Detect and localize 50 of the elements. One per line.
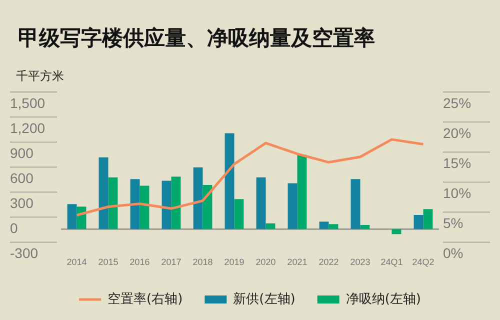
legend-label: 空置率(右轴) <box>108 290 183 307</box>
y-axis-title: 千平方米 <box>16 68 64 85</box>
x-tick-label: 2017 <box>161 257 182 268</box>
x-tick-label: 24Q2 <box>412 257 434 268</box>
bar <box>224 133 234 230</box>
y-tick-label: 300 <box>10 194 34 211</box>
x-tick-label: 2021 <box>287 257 308 268</box>
y-tick-label: 0 <box>10 220 18 236</box>
bar <box>319 222 329 230</box>
x-tick-label: 2023 <box>350 257 370 268</box>
x-tick-label: 2016 <box>130 257 150 268</box>
y2-tick-label: 25% <box>443 94 472 111</box>
x-tick-label: 2018 <box>192 257 213 268</box>
bar <box>392 229 402 234</box>
x-tick-label: 2015 <box>98 257 118 268</box>
y2-tick-label: 5% <box>443 215 464 232</box>
bar <box>256 177 266 230</box>
legend-label: 净吸纳(左轴) <box>346 292 421 307</box>
y2-tick-label: 0% <box>443 245 464 262</box>
y2-tick-label: 20% <box>443 124 472 141</box>
y-tick-label: -300 <box>10 245 38 262</box>
legend-label: 新供(左轴) <box>233 292 296 307</box>
x-tick-label: 2014 <box>66 257 87 268</box>
bar <box>350 179 360 230</box>
bar <box>297 154 307 230</box>
bar <box>193 167 203 230</box>
x-tick-label: 2019 <box>224 257 244 268</box>
bar <box>266 223 276 230</box>
y2-tick-label: 10% <box>443 184 472 201</box>
bar <box>234 199 244 230</box>
y-tick-label: 1,200 <box>10 120 46 136</box>
y-tick-label: 600 <box>10 170 34 186</box>
bar <box>171 176 181 230</box>
bar <box>328 224 338 230</box>
bar <box>360 224 370 230</box>
y-tick-label: 900 <box>10 144 34 161</box>
x-tick-label: 2020 <box>256 257 276 268</box>
bar <box>98 157 108 230</box>
bar <box>288 183 298 230</box>
chart-title: 甲级写字楼供应量、净吸纳量及空置率 <box>18 25 375 52</box>
bar <box>108 177 118 230</box>
x-tick-label: 2022 <box>318 257 339 268</box>
bar <box>67 204 77 230</box>
bar <box>414 214 424 230</box>
y2-tick-label: 15% <box>443 154 472 171</box>
x-tick-label: 24Q1 <box>380 257 403 268</box>
bar <box>130 179 140 230</box>
y-tick-label: 1,500 <box>10 94 46 111</box>
bar <box>423 209 433 230</box>
bar <box>162 180 172 230</box>
